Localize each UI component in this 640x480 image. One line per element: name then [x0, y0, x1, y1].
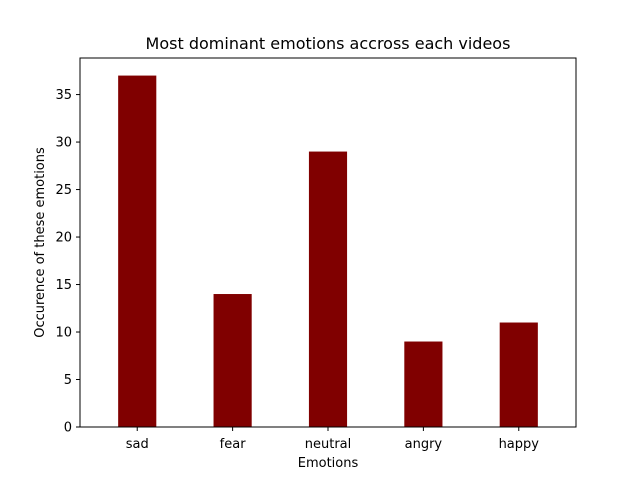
x-tick-label: neutral: [305, 437, 352, 452]
y-tick-label: 25: [55, 183, 72, 198]
x-ticks-group: sad fear neutral angry happy: [126, 427, 540, 452]
y-tick-label: 20: [55, 231, 72, 246]
y-tick-label: 5: [64, 373, 72, 388]
bar-neutral: [308, 151, 348, 428]
y-tick-label: 0: [64, 421, 72, 436]
x-axis-label: Emotions: [298, 456, 359, 471]
bars-group: [118, 75, 538, 428]
y-tick-label: 10: [55, 326, 72, 341]
bar-sad: [118, 75, 157, 428]
y-tick-label: 35: [55, 88, 72, 103]
bar-fear: [213, 294, 252, 427]
bar-happy: [499, 322, 538, 427]
y-axis-label: Occurence of these emotions: [33, 147, 48, 338]
bar-angry: [404, 341, 443, 427]
y-tick-label: 15: [55, 278, 72, 293]
x-tick-label: sad: [126, 437, 149, 452]
x-tick-label: happy: [499, 437, 540, 452]
chart-title: Most dominant emotions accross each vide…: [146, 34, 511, 53]
x-tick-label: fear: [220, 437, 247, 452]
y-tick-label: 30: [55, 136, 72, 151]
y-ticks-group: 0 5 10 15 20 25 30 35: [55, 88, 80, 436]
plot-frame: [79, 57, 577, 428]
x-tick-label: angry: [405, 437, 443, 452]
